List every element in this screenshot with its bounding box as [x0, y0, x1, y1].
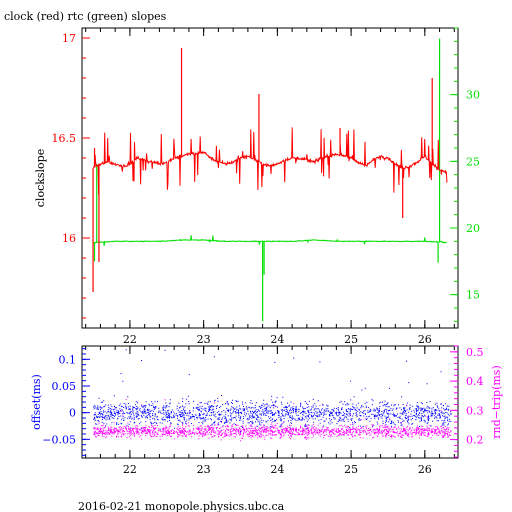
x-tick-label: 22 [123, 463, 137, 476]
x-tick-label: 23 [197, 463, 211, 476]
offset-points [93, 349, 452, 433]
y2-tick-label: 0.4 [466, 375, 484, 388]
rtc-series [93, 38, 448, 322]
bottom-y2-tick-labels: 0.2 0.3 0.4 0.5 [466, 346, 484, 447]
x-tick-label: 26 [418, 463, 432, 476]
x-tick-label: 24 [270, 463, 284, 476]
rtc-line [93, 235, 448, 246]
bottom-axis-ticks [82, 345, 458, 458]
top-y-tick-labels: 16 16.5 17 [52, 32, 77, 245]
rnd-trip-points [93, 398, 452, 442]
top-y-axis-label: clockslope [34, 149, 47, 207]
x-tick-label: 25 [344, 333, 358, 346]
footer-text: 2016-02-21 monopole.physics.ubc.ca [78, 500, 285, 512]
x-tick-label: 23 [197, 333, 211, 346]
y2-tick-label: 20 [466, 222, 480, 235]
offset-series [93, 349, 452, 433]
x-tick-label: 22 [123, 333, 137, 346]
chart-title: clock (red) rtc (green) slopes [4, 10, 167, 23]
rnd-trip-series [93, 398, 452, 442]
y2-tick-label: 0.3 [466, 404, 484, 417]
y-tick-label: 0.1 [59, 353, 77, 366]
bottom-x-tick-labels: 22 23 24 25 26 [123, 463, 432, 476]
bottom-plot-frame [81, 345, 459, 459]
y2-tick-label: 0.2 [466, 434, 484, 447]
y-tick-label: 0.05 [52, 380, 77, 393]
y-tick-label: 16.5 [52, 132, 77, 145]
x-tick-label: 25 [344, 463, 358, 476]
y-tick-label: 0 [69, 407, 76, 420]
x-tick-label: 24 [270, 333, 284, 346]
top-plot-frame [81, 27, 459, 329]
y-tick-label: 16 [62, 232, 76, 245]
y2-tick-label: 15 [466, 289, 480, 302]
top-x-tick-labels: 22 23 24 25 26 [123, 333, 432, 346]
y2-tick-label: 30 [466, 89, 480, 102]
clock-line [92, 127, 448, 195]
bottom-y2-axis-label: rnd−trip(ms) [490, 365, 503, 439]
clock-series [92, 48, 448, 292]
top-y2-tick-labels: 15 20 25 30 [466, 89, 480, 302]
bottom-y-axis-label: offset(ms) [30, 374, 43, 430]
y2-tick-label: 25 [466, 155, 480, 168]
y-tick-label: 17 [62, 32, 76, 45]
x-tick-label: 26 [418, 333, 432, 346]
y2-tick-label: 0.5 [466, 346, 484, 359]
y-tick-label: −0.05 [42, 433, 76, 446]
bottom-y-tick-labels: −0.05 0 0.05 0.1 [42, 353, 76, 446]
top-axis-ticks [82, 27, 458, 328]
